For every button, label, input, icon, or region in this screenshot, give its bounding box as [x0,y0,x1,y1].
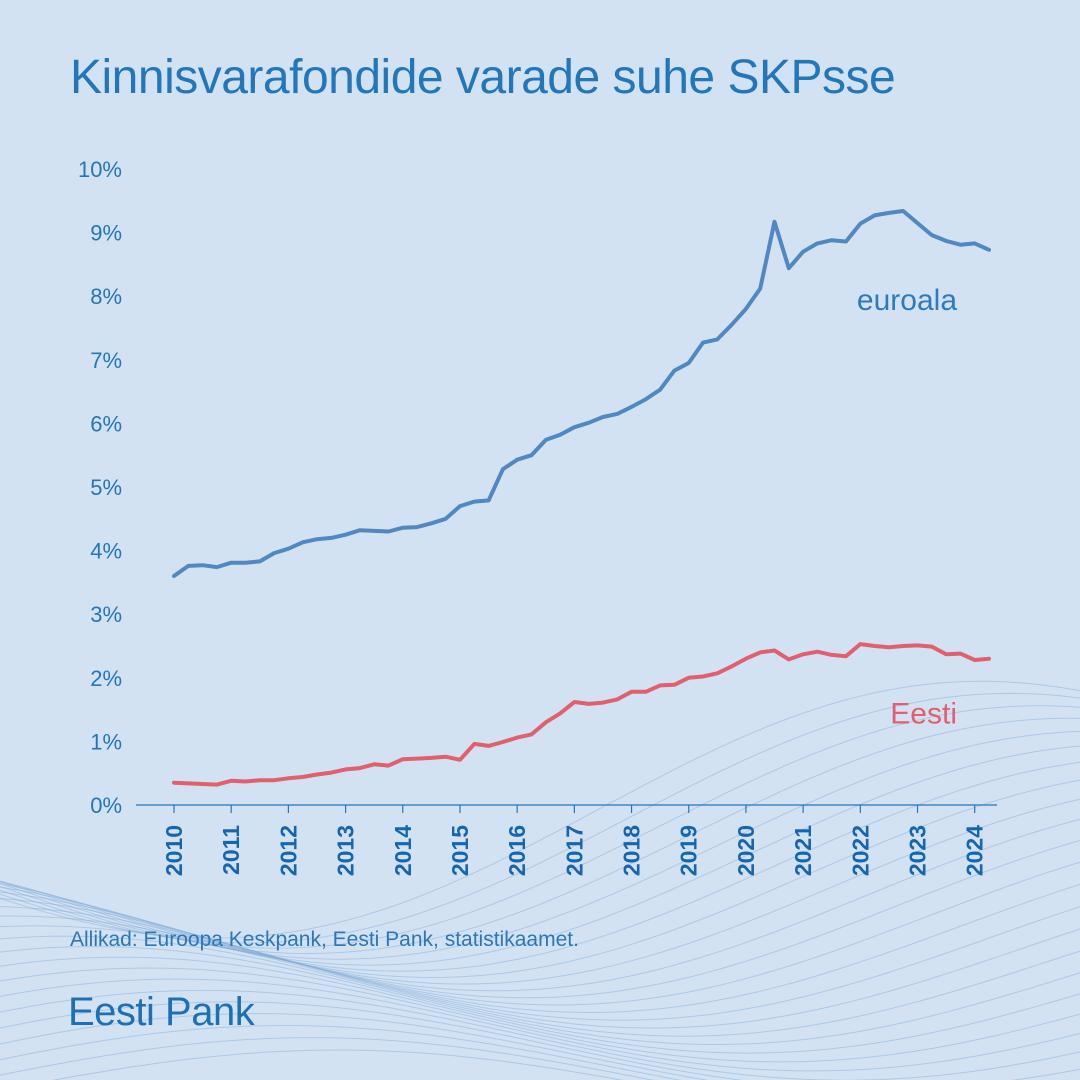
series-line-eesti [172,642,991,787]
x-tick-label: 2019 [676,825,702,876]
x-tick-label: 2018 [619,825,645,876]
x-tick-label: 2011 [218,825,244,875]
y-tick-label: 10% [78,157,122,182]
x-tick-label: 2022 [847,825,873,876]
x-tick-label: 2020 [733,825,759,876]
x-tick-label: 2015 [447,825,473,876]
y-tick-label: 7% [90,348,122,373]
y-tick-label: 8% [90,284,122,309]
y-tick-label: 9% [90,221,122,246]
x-tick-label: 2016 [504,825,530,876]
y-tick-label: 3% [90,602,122,627]
chart-title: Kinnisvarafondide varade suhe SKPsse [70,51,896,104]
x-tick-label: 2014 [390,825,416,876]
x-tick-label: 2024 [962,825,988,876]
x-tick-label: 2017 [561,825,587,876]
x-tick-label: 2021 [790,825,816,876]
y-tick-label: 6% [90,411,122,436]
x-tick-label: 2012 [275,825,301,876]
x-tick-label: 2010 [161,825,187,876]
series-label-euroala: euroala [857,284,957,317]
y-tick-label: 4% [90,539,122,564]
y-tick-label: 5% [90,475,122,500]
series-line-euroala [172,209,991,578]
brand-logo: Eesti Pank [68,990,255,1034]
series-label-eesti: Eesti [890,698,957,731]
y-tick-label: 1% [90,729,122,754]
y-tick-label: 0% [90,793,122,818]
x-tick-label: 2013 [333,825,359,876]
source-note: Allikad: Euroopa Keskpank, Eesti Pank, s… [70,928,579,951]
y-tick-label: 2% [90,666,122,691]
x-tick-label: 2023 [905,825,931,876]
